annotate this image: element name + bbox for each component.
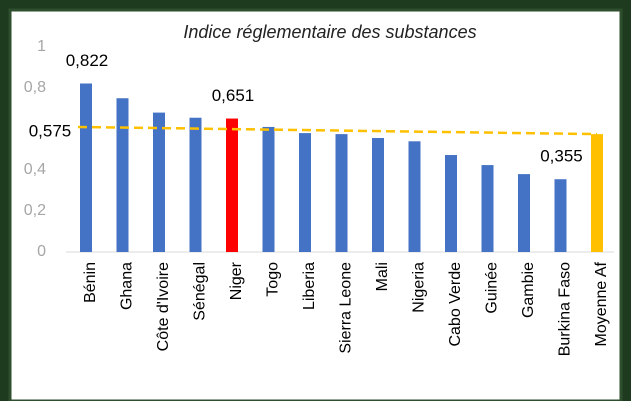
bar — [153, 112, 165, 252]
data-label: 0,355 — [540, 147, 583, 166]
x-tick-label: Niger — [228, 261, 245, 300]
x-tick-label: Guinée — [484, 262, 501, 314]
bar — [481, 165, 494, 252]
x-tick-label: Nigeria — [411, 262, 428, 313]
trend-line — [77, 125, 598, 136]
x-tick-label: Cabo Verde — [447, 262, 464, 347]
bar — [408, 141, 421, 252]
x-tick-label: Burkina Faso — [557, 262, 574, 356]
bar — [554, 179, 567, 252]
x-tick-label: Côte d'Ivoire — [155, 262, 172, 351]
chart-title: Indice réglementaire des substances — [183, 22, 476, 42]
y-tick-label: 1 — [37, 38, 46, 55]
bar — [445, 155, 457, 252]
x-tick-label: Togo — [265, 262, 282, 297]
bar — [299, 133, 311, 252]
y-tick-label: 0,8 — [24, 79, 46, 96]
x-tick-label: Gambie — [520, 262, 537, 318]
bar — [262, 126, 275, 252]
y-tick-label: 0,4 — [24, 161, 46, 178]
x-tick-label: Mali — [374, 262, 391, 291]
bar — [335, 134, 348, 252]
y-tick-label: 0 — [37, 243, 46, 260]
bar — [189, 117, 202, 252]
bar — [372, 138, 384, 252]
bar — [518, 174, 530, 252]
trend-label: 0,575 — [29, 122, 72, 141]
x-tick-label: Moyenne Af — [593, 261, 610, 346]
bar — [116, 98, 129, 252]
x-tick-label: Sénégal — [192, 262, 209, 321]
bar — [591, 134, 603, 252]
y-tick-label: 0,2 — [24, 202, 46, 219]
x-tick-label: Sierra Leone — [338, 262, 355, 354]
x-tick-label: Bénin — [82, 262, 99, 303]
data-label: 0,822 — [66, 51, 109, 70]
bar — [80, 83, 92, 253]
x-tick-label: Ghana — [119, 262, 136, 310]
bar — [226, 118, 238, 252]
x-tick-label: Liberia — [301, 262, 318, 310]
data-label: 0,651 — [212, 86, 255, 105]
